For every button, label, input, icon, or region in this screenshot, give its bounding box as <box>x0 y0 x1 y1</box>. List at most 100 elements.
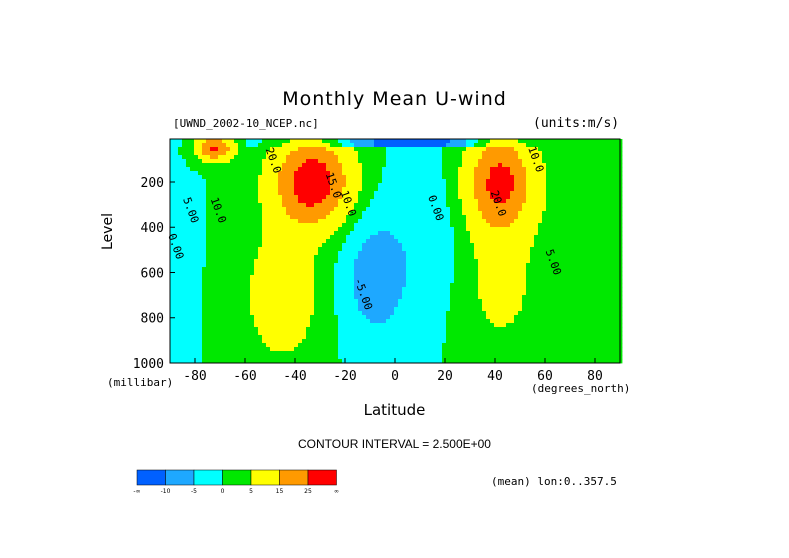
field-cell-1062 <box>350 175 355 180</box>
field-cell-667 <box>578 159 583 164</box>
field-cell-3869 <box>278 275 283 280</box>
field-cell-3668 <box>378 267 383 272</box>
field-cell-801 <box>210 167 215 172</box>
field-cell-4831 <box>510 307 515 312</box>
field-cell-3185 <box>254 251 259 256</box>
field-cell-4848 <box>578 307 583 312</box>
field-cell-1139 <box>206 179 211 184</box>
field-cell-1015 <box>614 171 619 176</box>
field-cell-2032 <box>614 207 619 212</box>
field-cell-1034 <box>238 175 243 180</box>
field-cell-3578 <box>470 263 475 268</box>
field-cell-4925 <box>434 311 439 316</box>
field-cell-115 <box>178 143 183 148</box>
field-cell-2610 <box>214 231 219 236</box>
field-cell-2012 <box>534 207 539 212</box>
field-cell-1690 <box>602 195 607 200</box>
field-cell-1054 <box>318 175 323 180</box>
field-cell-389 <box>370 151 375 156</box>
field-cell-833 <box>338 167 343 172</box>
field-cell-662 <box>558 159 563 164</box>
field-cell-2199 <box>378 215 383 220</box>
field-cell-3675 <box>406 267 411 272</box>
field-cell-1887 <box>486 203 491 208</box>
field-cell-960 <box>394 171 399 176</box>
field-cell-1809 <box>174 203 179 208</box>
field-cell-3403 <box>222 259 227 264</box>
field-cell-330 <box>586 147 591 152</box>
field-cell-595 <box>290 159 295 164</box>
field-cell-12 <box>218 139 223 144</box>
field-cell-2613 <box>226 231 231 236</box>
field-cell-711 <box>302 163 307 168</box>
field-cell-4379 <box>510 291 515 296</box>
field-cell-1639 <box>398 195 403 200</box>
field-cell-3659 <box>342 267 347 272</box>
field-cell-108 <box>602 139 607 144</box>
field-cell-4525 <box>190 299 195 304</box>
field-cell-1010 <box>594 171 599 176</box>
field-cell-2635 <box>314 231 319 236</box>
field-cell-3583 <box>490 263 495 268</box>
field-cell-1074 <box>398 175 403 180</box>
field-cell-2771 <box>406 235 411 240</box>
field-cell-3574 <box>454 263 459 268</box>
field-cell-655 <box>530 159 535 164</box>
field-cell-3218 <box>386 251 391 256</box>
field-cell-3550 <box>358 263 363 268</box>
field-cell-27 <box>278 139 283 144</box>
field-cell-4251 <box>450 287 455 292</box>
field-cell-2612 <box>222 231 227 236</box>
field-cell-4555 <box>310 299 315 304</box>
field-cell-1404 <box>362 187 367 192</box>
field-cell-3497 <box>598 259 603 264</box>
field-cell-2156 <box>206 215 211 220</box>
field-cell-262 <box>314 147 319 152</box>
field-cell-4490 <box>502 295 507 300</box>
field-cell-3459 <box>446 259 451 264</box>
field-cell-2380 <box>198 223 203 228</box>
field-cell-4470 <box>422 295 427 300</box>
field-cell-445 <box>594 151 599 156</box>
field-cell-3000 <box>418 243 423 248</box>
field-cell-463 <box>214 155 219 160</box>
field-cell-1279 <box>314 183 319 188</box>
field-cell-2641 <box>338 231 343 236</box>
field-cell-974 <box>450 171 455 176</box>
field-cell-333 <box>598 147 603 152</box>
field-cell-3984 <box>286 279 291 284</box>
field-cell-339 <box>170 151 175 156</box>
field-cell-4622 <box>578 299 583 304</box>
field-cell-2463 <box>530 223 535 228</box>
field-cell-1588 <box>194 195 199 200</box>
field-cell-3469 <box>486 259 491 264</box>
field-cell-1335 <box>538 183 543 188</box>
field-cell-582 <box>238 159 243 164</box>
field-cell-992 <box>522 171 527 176</box>
field-cell-176 <box>422 143 427 148</box>
field-cell-3103 <box>378 247 383 252</box>
field-cell-3776 <box>358 271 363 276</box>
field-cell-2197 <box>370 215 375 220</box>
field-cell-3347 <box>450 255 455 260</box>
field-cell-1761 <box>434 199 439 204</box>
field-cell-781 <box>582 163 587 168</box>
field-cell-984 <box>490 171 495 176</box>
field-cell-1211 <box>494 179 499 184</box>
field-cell-2828 <box>182 239 187 244</box>
field-cell-4729 <box>554 303 559 308</box>
field-cell-2885 <box>410 239 415 244</box>
field-cell-2253 <box>594 215 599 220</box>
field-cell-629 <box>426 159 431 164</box>
field-cell-1008 <box>586 171 591 176</box>
field-cell-4238 <box>398 287 403 292</box>
field-cell-1268 <box>270 183 275 188</box>
field-cell-3397 <box>198 259 203 264</box>
field-cell-1598 <box>234 195 239 200</box>
field-cell-1021 <box>186 175 191 180</box>
field-cell-4860 <box>174 311 179 316</box>
field-cell-4915 <box>394 311 399 316</box>
field-cell-3889 <box>358 275 363 280</box>
field-cell-1941 <box>250 207 255 212</box>
field-cell-125 <box>218 143 223 148</box>
